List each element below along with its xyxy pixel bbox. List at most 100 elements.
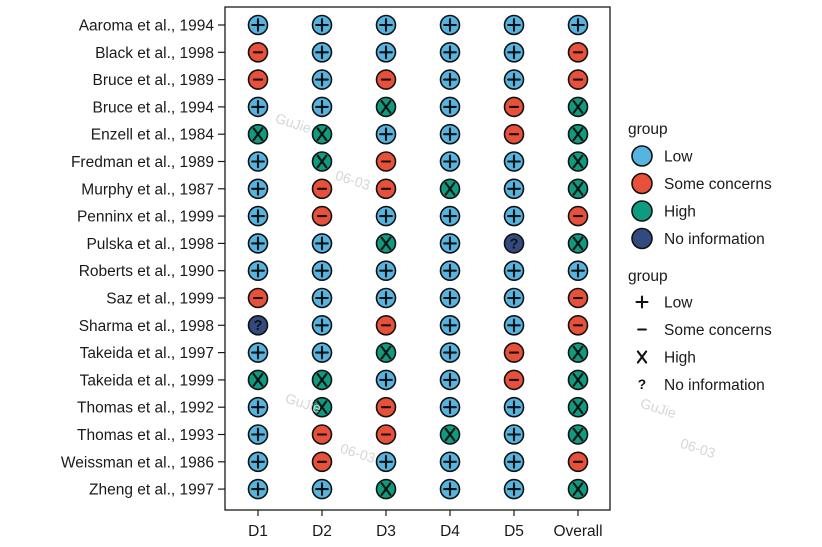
x-stroke-2 xyxy=(572,400,584,415)
rating-circle xyxy=(247,314,269,336)
rating-point xyxy=(375,69,397,90)
rating-point xyxy=(247,369,269,391)
rating-point xyxy=(247,14,269,36)
x-stroke-2 xyxy=(572,236,584,251)
x-stroke-2 xyxy=(444,181,456,196)
rating-point xyxy=(311,178,333,200)
study-label: Takeida et al., 1997 xyxy=(80,345,214,362)
x-stroke-2 xyxy=(316,373,328,387)
rating-point xyxy=(375,178,397,200)
column-label: D4 xyxy=(440,523,460,540)
rating-point xyxy=(503,396,525,418)
x-stroke-2 xyxy=(252,127,264,142)
study-label: Murphy et al., 1987 xyxy=(81,181,214,198)
rating-point xyxy=(567,205,589,227)
rating-point xyxy=(247,287,269,309)
rating-point xyxy=(375,396,397,418)
rating-point xyxy=(503,451,525,473)
rating-point xyxy=(503,369,525,391)
column-label: Overall xyxy=(553,523,602,540)
study-label: Enzell et al., 1984 xyxy=(91,127,215,144)
legend-fill-label: No information xyxy=(664,231,765,248)
rating-circle xyxy=(503,233,525,254)
rating-point xyxy=(567,123,589,145)
x-stroke-2 xyxy=(316,400,328,415)
rating-point xyxy=(503,342,525,363)
study-label: Sharma et al., 1998 xyxy=(79,318,214,335)
study-label: Weissman et al., 1986 xyxy=(61,454,214,471)
rating-point xyxy=(247,178,269,200)
x-stroke-2 xyxy=(444,427,456,442)
rating-point xyxy=(311,205,333,227)
rating-point xyxy=(567,151,589,172)
rating-point xyxy=(311,451,333,473)
x-stroke-2 xyxy=(380,236,392,251)
rating-point xyxy=(247,342,269,363)
study-label: Penninx et al., 1999 xyxy=(77,209,214,226)
rating-point xyxy=(375,96,397,118)
rating-point xyxy=(439,151,461,172)
study-label: Thomas et al., 1992 xyxy=(77,400,214,417)
rating-point xyxy=(567,41,589,63)
rating-point xyxy=(247,41,269,63)
rating-point xyxy=(311,369,333,391)
rating-point xyxy=(567,396,589,418)
rating-point xyxy=(375,14,397,36)
rating-point xyxy=(503,314,525,336)
rating-point: ? xyxy=(503,233,525,254)
rating-point xyxy=(247,151,269,172)
rating-point xyxy=(503,14,525,36)
rating-point xyxy=(311,260,333,282)
rating-point xyxy=(247,424,269,445)
legend-symbol-label: High xyxy=(664,350,696,367)
rating-point xyxy=(375,451,397,473)
legend-fill-label: Some concerns xyxy=(664,176,772,193)
study-label: Bruce et al., 1989 xyxy=(93,72,215,89)
rating-point xyxy=(311,151,333,172)
rating-point xyxy=(311,123,333,145)
rating-point xyxy=(567,314,589,336)
rating-point xyxy=(503,69,525,90)
rating-point xyxy=(375,205,397,227)
x-stroke-2 xyxy=(636,350,648,364)
x-stroke-2 xyxy=(572,154,584,169)
x-stroke-2 xyxy=(572,181,584,196)
rating-point xyxy=(503,151,525,172)
study-label: Bruce et al., 1994 xyxy=(93,99,215,116)
rating-point xyxy=(439,123,461,145)
rating-point xyxy=(311,96,333,118)
legend-fill-swatch xyxy=(631,227,653,250)
question-glyph: ? xyxy=(254,318,263,334)
rating-point xyxy=(375,123,397,145)
rating-point xyxy=(247,478,269,500)
rating-point xyxy=(439,41,461,63)
rating-point xyxy=(439,424,461,445)
rating-point xyxy=(503,478,525,500)
legend-fill-swatch xyxy=(631,145,653,167)
legend-fill-swatch xyxy=(631,172,653,195)
rating-point xyxy=(247,69,269,90)
legend-fill-title: group xyxy=(628,121,668,138)
rating-point xyxy=(567,69,589,90)
rating-point xyxy=(311,478,333,500)
rating-point xyxy=(375,314,397,336)
rating-point xyxy=(311,69,333,90)
x-stroke-2 xyxy=(572,427,584,442)
rating-point xyxy=(375,41,397,63)
column-label: D2 xyxy=(312,523,332,540)
rating-point xyxy=(375,478,397,500)
study-label: Saz et al., 1999 xyxy=(106,291,214,308)
study-label: Zheng et al., 1997 xyxy=(89,482,214,499)
rating-point xyxy=(503,96,525,118)
rating-point xyxy=(567,369,589,391)
x-stroke-2 xyxy=(380,100,392,114)
rating-point xyxy=(567,478,589,500)
x-stroke-2 xyxy=(572,482,584,496)
rating-point: ? xyxy=(247,314,269,336)
rating-point xyxy=(503,205,525,227)
study-label: Black et al., 1998 xyxy=(95,45,214,62)
x-stroke-2 xyxy=(252,373,264,387)
rating-point xyxy=(503,178,525,200)
x-stroke-2 xyxy=(572,127,584,142)
rating-point xyxy=(311,287,333,309)
